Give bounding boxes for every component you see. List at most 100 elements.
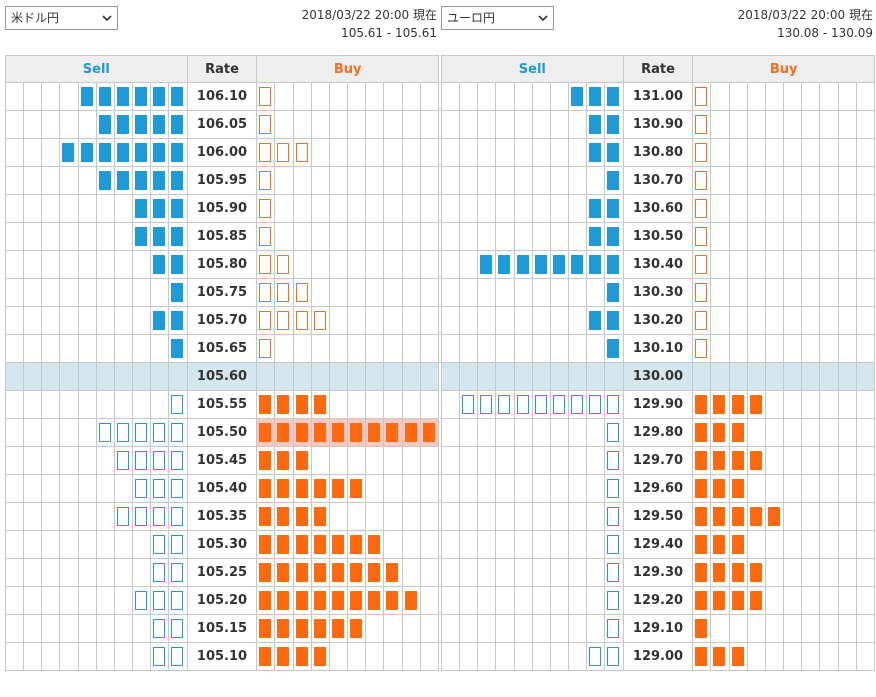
buy-order-block xyxy=(713,479,726,498)
buy-cell xyxy=(819,362,839,391)
buy-cell xyxy=(292,390,312,419)
table-row[interactable]: 105.95 xyxy=(4,166,440,195)
buy-cell xyxy=(347,222,367,251)
table-row[interactable]: 105.30 xyxy=(4,530,440,559)
buy-cell xyxy=(401,362,421,391)
table-row[interactable]: 105.60 xyxy=(4,362,440,391)
table-row[interactable]: 105.15 xyxy=(4,614,440,643)
table-row[interactable]: 130.10 xyxy=(440,334,876,363)
table-row[interactable]: 105.40 xyxy=(4,474,440,503)
table-row[interactable]: 105.70 xyxy=(4,306,440,335)
sell-order-block xyxy=(607,255,620,274)
table-row[interactable]: 105.25 xyxy=(4,558,440,587)
sell-cell xyxy=(459,194,479,223)
sell-order-block xyxy=(98,87,111,106)
table-row[interactable]: 106.00 xyxy=(4,138,440,167)
sell-cell xyxy=(531,446,551,475)
buy-cell xyxy=(801,166,821,195)
sell-cell xyxy=(4,446,25,475)
buy-cell xyxy=(819,614,839,643)
table-row[interactable]: 129.30 xyxy=(440,558,876,587)
sell-cell xyxy=(531,82,551,111)
sell-cell xyxy=(41,306,61,335)
table-row[interactable]: 105.65 xyxy=(4,334,440,363)
pair-select[interactable]: ユーロ円 xyxy=(441,6,554,30)
table-row[interactable]: 131.00 xyxy=(440,82,876,111)
table-row[interactable]: 105.50 xyxy=(4,418,440,447)
buy-order-block xyxy=(695,395,708,414)
buy-order-block xyxy=(277,507,290,526)
buy-cell xyxy=(401,614,421,643)
sell-cell xyxy=(168,418,188,447)
chevron-down-icon xyxy=(102,14,112,22)
header-buy: Buy xyxy=(692,55,875,83)
buy-cell xyxy=(347,110,367,139)
buy-cell xyxy=(347,250,367,279)
table-row[interactable]: 105.45 xyxy=(4,446,440,475)
sell-cell xyxy=(150,446,170,475)
table-row[interactable]: 105.85 xyxy=(4,222,440,251)
table-row[interactable]: 129.70 xyxy=(440,446,876,475)
sell-cell xyxy=(77,586,97,615)
sell-cell xyxy=(59,222,79,251)
table-row[interactable]: 130.80 xyxy=(440,138,876,167)
table-row[interactable]: 130.00 xyxy=(440,362,876,391)
sell-cell xyxy=(168,138,188,167)
buy-cell xyxy=(764,278,785,307)
rate-cell: 105.25 xyxy=(186,558,258,587)
table-row[interactable]: 130.90 xyxy=(440,110,876,139)
sell-order-block xyxy=(607,507,620,526)
sell-cell xyxy=(477,446,497,475)
table-row[interactable]: 129.10 xyxy=(440,614,876,643)
buy-order-block xyxy=(295,395,308,414)
table-row[interactable]: 105.55 xyxy=(4,390,440,419)
table-row[interactable]: 130.20 xyxy=(440,306,876,335)
table-row[interactable]: 106.05 xyxy=(4,110,440,139)
buy-cell xyxy=(383,278,403,307)
table-row[interactable]: 105.90 xyxy=(4,194,440,223)
buy-cell xyxy=(855,138,876,167)
sell-cell xyxy=(59,362,79,391)
table-row[interactable]: 130.40 xyxy=(440,250,876,279)
buy-cell xyxy=(274,642,294,671)
table-row[interactable]: 129.20 xyxy=(440,586,876,615)
table-row[interactable]: 105.10 xyxy=(4,642,440,671)
sell-cell xyxy=(113,474,134,503)
buy-cell xyxy=(710,278,730,307)
table-row[interactable]: 106.10 xyxy=(4,82,440,111)
sell-cell xyxy=(440,474,461,503)
sell-cell xyxy=(95,558,115,587)
table-row[interactable]: 130.30 xyxy=(440,278,876,307)
table-row[interactable]: 105.20 xyxy=(4,586,440,615)
table-row[interactable]: 105.35 xyxy=(4,502,440,531)
buy-cell xyxy=(801,278,821,307)
sell-order-block xyxy=(153,255,166,274)
buy-cell xyxy=(310,194,330,223)
table-row[interactable]: 130.50 xyxy=(440,222,876,251)
table-row[interactable]: 129.90 xyxy=(440,390,876,419)
sell-cell xyxy=(23,138,43,167)
buy-cell xyxy=(746,306,766,335)
buy-cell xyxy=(292,194,312,223)
order-book-table: Sell Rate Buy 131.00 130.90 130.80 130.70 130.6… xyxy=(440,55,876,671)
buy-cell xyxy=(819,82,839,111)
buy-cell xyxy=(728,530,748,559)
table-row[interactable]: 130.70 xyxy=(440,166,876,195)
buy-cell xyxy=(837,166,857,195)
table-row[interactable]: 105.75 xyxy=(4,278,440,307)
pair-select[interactable]: 米ドル円 xyxy=(5,6,118,30)
table-row[interactable]: 105.80 xyxy=(4,250,440,279)
table-row[interactable]: 129.50 xyxy=(440,502,876,531)
buy-cell xyxy=(310,334,330,363)
table-row[interactable]: 129.80 xyxy=(440,418,876,447)
sell-cell xyxy=(95,250,115,279)
buy-cell xyxy=(256,390,276,419)
buy-cell xyxy=(855,530,876,559)
table-row[interactable]: 130.60 xyxy=(440,194,876,223)
table-row[interactable]: 129.60 xyxy=(440,474,876,503)
table-row[interactable]: 129.00 xyxy=(440,642,876,671)
sell-cell xyxy=(77,334,97,363)
buy-cell xyxy=(401,250,421,279)
table-row[interactable]: 129.40 xyxy=(440,530,876,559)
buy-cell xyxy=(801,194,821,223)
